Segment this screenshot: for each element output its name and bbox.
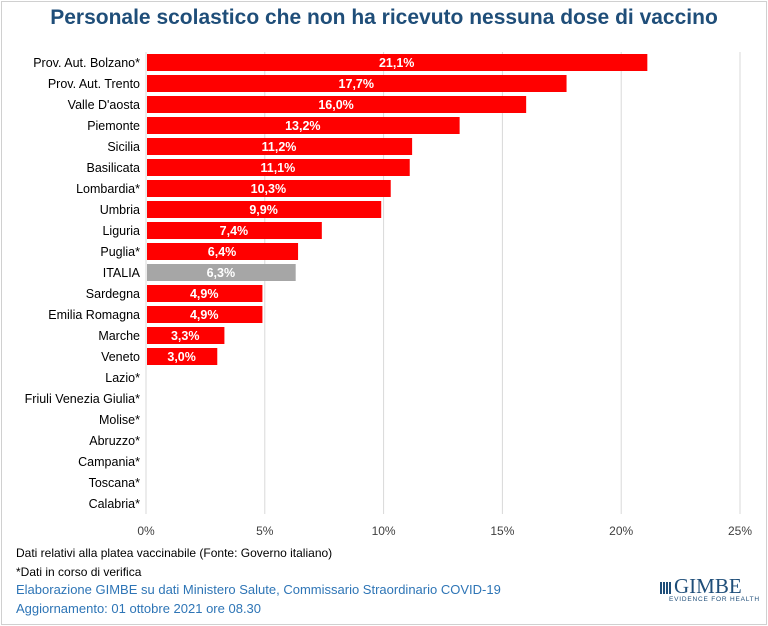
bar — [147, 222, 322, 239]
note-source: Dati relativi alla platea vaccinabile (F… — [16, 546, 333, 560]
category-label: Lazio* — [105, 371, 140, 385]
data-label: 3,0% — [167, 350, 196, 364]
data-label: 6,3% — [207, 266, 236, 280]
bar — [147, 75, 567, 92]
data-label: 6,4% — [208, 245, 237, 259]
category-label: ITALIA — [103, 266, 141, 280]
data-label: 7,4% — [220, 224, 249, 238]
category-label: Friuli Venezia Giulia* — [25, 392, 140, 406]
bar — [147, 285, 263, 302]
credit-update: Aggiornamento: 01 ottobre 2021 ore 08.30 — [16, 601, 262, 616]
bar — [147, 201, 382, 218]
data-label: 11,2% — [262, 140, 297, 154]
x-tick-label: 0% — [137, 524, 155, 538]
category-label: Calabria* — [89, 497, 141, 511]
bar — [147, 243, 299, 260]
data-label: 21,1% — [379, 56, 414, 70]
category-label: Campania* — [78, 455, 140, 469]
bar — [147, 306, 263, 323]
bar — [147, 264, 296, 281]
data-label: 3,3% — [171, 329, 200, 343]
x-tick-label: 15% — [490, 524, 514, 538]
category-label: Prov. Aut. Trento — [48, 77, 140, 91]
category-label: Liguria — [102, 224, 140, 238]
x-tick-label: 20% — [609, 524, 633, 538]
bar — [147, 54, 648, 71]
data-label: 4,9% — [190, 287, 219, 301]
category-label: Sardegna — [86, 287, 140, 301]
data-label: 16,0% — [318, 98, 353, 112]
category-label: Prov. Aut. Bolzano* — [33, 56, 140, 70]
category-label: Umbria — [100, 203, 140, 217]
category-label: Molise* — [99, 413, 140, 427]
logo-grid-icon — [660, 582, 672, 594]
category-label: Emilia Romagna — [48, 308, 140, 322]
credit-elaboration: Elaborazione GIMBE su dati Ministero Sal… — [16, 582, 501, 597]
bar — [147, 138, 413, 155]
x-tick-label: 5% — [256, 524, 274, 538]
logo-name: GIMBE — [674, 574, 742, 598]
data-label: 11,1% — [260, 161, 295, 175]
category-label: Toscana* — [89, 476, 141, 490]
chart-title: Personale scolastico che non ha ricevuto… — [50, 6, 718, 29]
logo-tagline: EVIDENCE FOR HEALTH — [669, 596, 760, 603]
bar — [147, 117, 460, 134]
data-label: 10,3% — [251, 182, 286, 196]
category-label: Marche — [98, 329, 140, 343]
category-label: Puglia* — [100, 245, 140, 259]
note-verification: *Dati in corso di verifica — [16, 565, 142, 579]
bar — [147, 180, 391, 197]
data-label: 17,7% — [339, 77, 374, 91]
bar — [147, 348, 218, 365]
data-label: 4,9% — [190, 308, 219, 322]
category-label: Abruzzo* — [89, 434, 140, 448]
bar — [147, 327, 225, 344]
gimbe-logo: GIMBE EVIDENCE FOR HEALTH — [660, 576, 760, 603]
data-label: 9,9% — [249, 203, 278, 217]
bar — [147, 96, 527, 113]
category-label: Sicilia — [107, 140, 140, 154]
x-tick-label: 25% — [728, 524, 752, 538]
category-label: Basilicata — [87, 161, 141, 175]
category-label: Valle D'aosta — [68, 98, 140, 112]
x-tick-label: 10% — [372, 524, 396, 538]
data-label: 13,2% — [285, 119, 320, 133]
bar — [147, 159, 410, 176]
category-label: Veneto — [101, 350, 140, 364]
category-label: Lombardia* — [76, 182, 140, 196]
category-label: Piemonte — [87, 119, 140, 133]
